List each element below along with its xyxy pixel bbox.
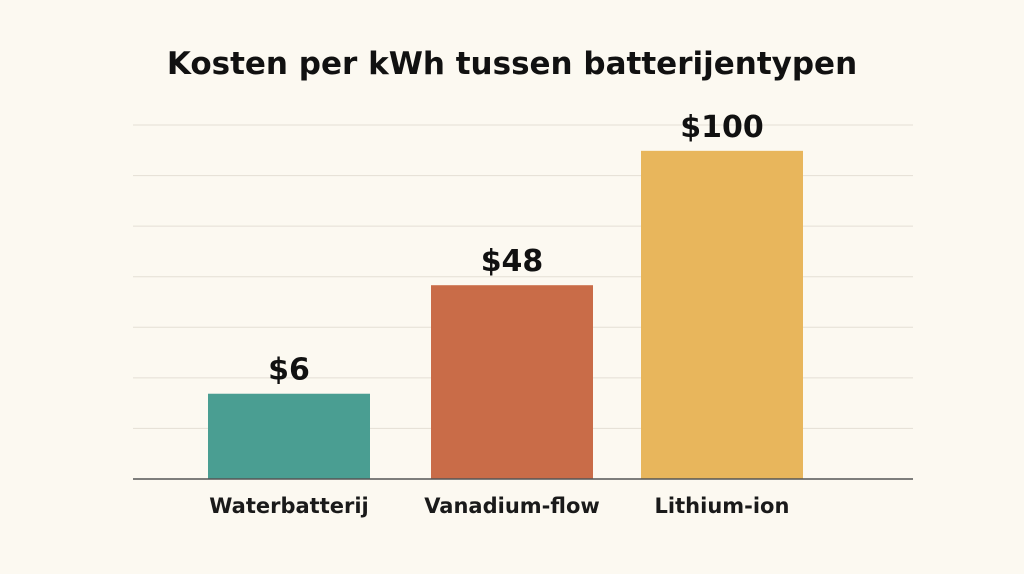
category-label: Waterbatterij: [209, 494, 369, 518]
bars: [208, 150, 803, 479]
chart-title: Kosten per kWh tussen batterijentypen: [167, 46, 857, 82]
value-labels: $6 $48 $100: [268, 110, 764, 388]
bar-lithium-ion: [641, 150, 803, 479]
value-label: $48: [481, 244, 544, 279]
category-labels: Waterbatterij Vanadium-flow Lithium-ion: [209, 494, 789, 518]
value-label: $6: [268, 353, 310, 388]
category-label: Lithium-ion: [655, 494, 790, 518]
category-label: Vanadium-flow: [424, 494, 600, 518]
bar-waterbatterij: [208, 393, 370, 479]
bar-vanadium-flow: [431, 285, 593, 479]
value-label: $100: [680, 110, 764, 145]
